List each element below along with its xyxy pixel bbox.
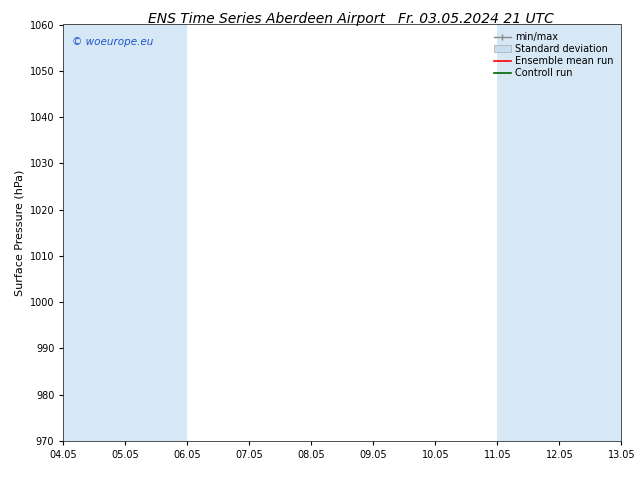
Text: © woeurope.eu: © woeurope.eu xyxy=(72,37,153,47)
Bar xyxy=(126,24,188,441)
Y-axis label: Surface Pressure (hPa): Surface Pressure (hPa) xyxy=(14,170,24,296)
Text: ENS Time Series Aberdeen Airport: ENS Time Series Aberdeen Airport xyxy=(148,12,385,26)
Text: Fr. 03.05.2024 21 UTC: Fr. 03.05.2024 21 UTC xyxy=(398,12,553,26)
Bar xyxy=(621,24,634,441)
Bar xyxy=(497,24,559,441)
Legend: min/max, Standard deviation, Ensemble mean run, Controll run: min/max, Standard deviation, Ensemble me… xyxy=(491,29,616,81)
Bar xyxy=(63,24,126,441)
Bar xyxy=(559,24,621,441)
